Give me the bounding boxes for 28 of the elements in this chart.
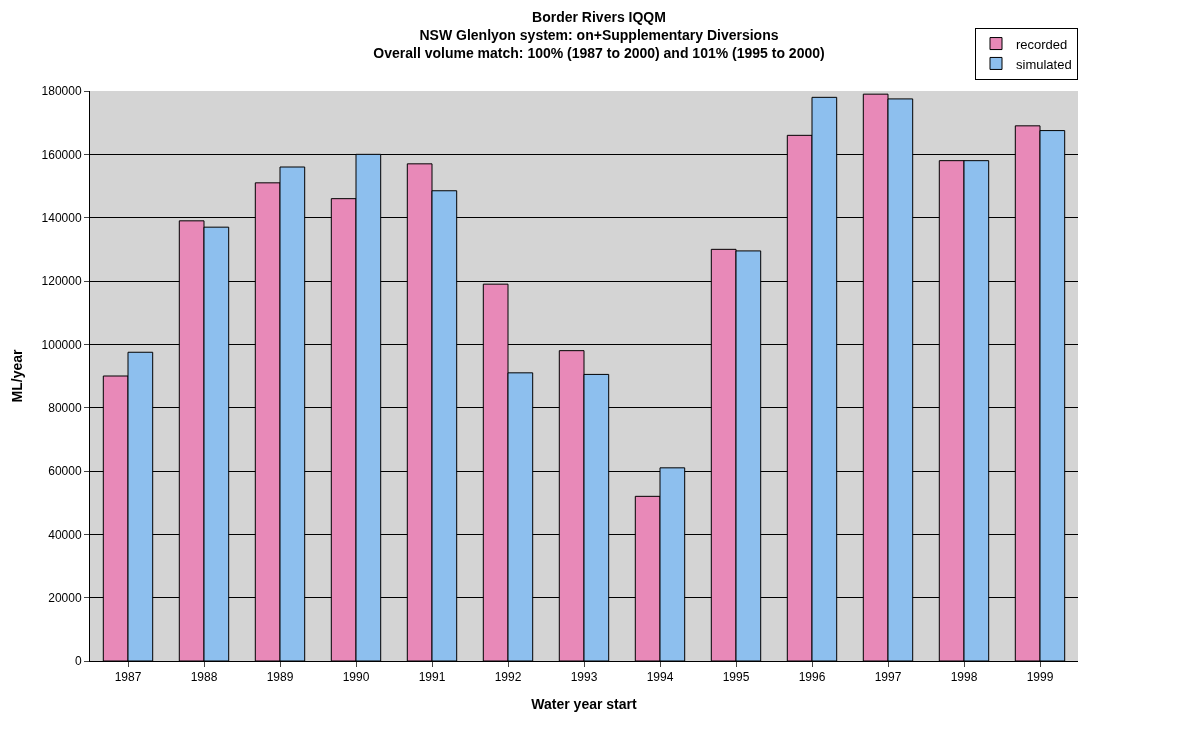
legend-label: simulated (1016, 56, 1072, 72)
x-tick-label: 1987 (114, 670, 142, 685)
x-tick-label: 1990 (342, 670, 370, 685)
x-tick-label: 1997 (874, 670, 902, 685)
x-tick-label: 1998 (950, 670, 978, 685)
chart-title: Border Rivers IQQM NSW Glenlyon system: on+Supplementary Diversions Overall volume match: 100% (1987 to 2000) and 101% (1995 to 2000) (373, 8, 825, 62)
x-tick-label: 1996 (798, 670, 826, 685)
y-tick-label: 80000 (48, 400, 82, 415)
y-tick-label: 60000 (48, 464, 82, 479)
y-axis-title: ML/year (9, 349, 26, 403)
x-axis-title: Water year start (531, 695, 637, 712)
x-tick-label: 1989 (266, 670, 294, 685)
y-tick-label: 160000 (41, 147, 82, 162)
y-tick-label: 120000 (41, 274, 82, 289)
y-tick-label: 40000 (48, 527, 82, 542)
x-tick-label: 1994 (646, 670, 674, 685)
x-tick-label: 1992 (494, 670, 522, 685)
legend-label: recorded (1016, 36, 1068, 52)
x-tick-label: 1988 (190, 670, 218, 685)
x-tick-label: 1993 (570, 670, 598, 685)
x-tick-label: 1991 (418, 670, 446, 685)
y-tick-label: 140000 (41, 210, 82, 225)
x-tick-label: 1995 (722, 670, 750, 685)
y-tick-label: 180000 (41, 84, 82, 99)
y-tick-label: 0 (74, 654, 82, 669)
y-tick-label: 20000 (48, 590, 82, 605)
y-tick-label: 100000 (41, 337, 82, 352)
x-tick-label: 1999 (1026, 670, 1054, 685)
